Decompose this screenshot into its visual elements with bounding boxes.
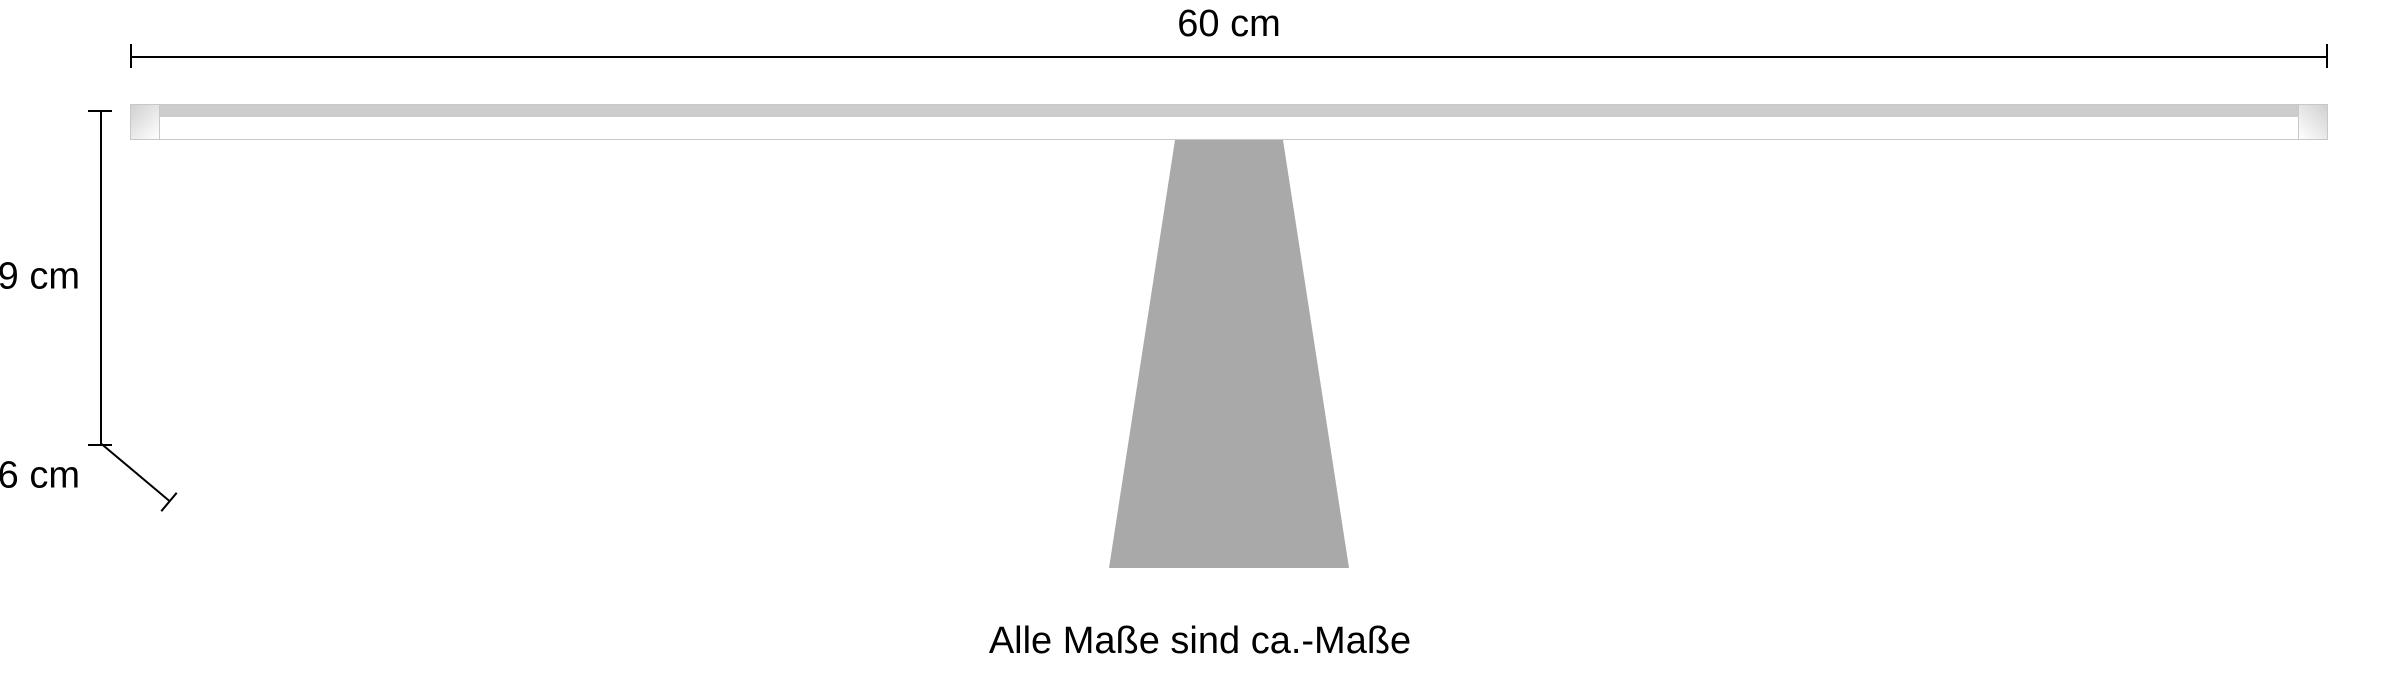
lamp-bar-endcap-left: [131, 105, 160, 139]
width-dim-bar: [130, 56, 2328, 58]
diagram-stage: 60 cm 19 cm 6 cm Alle Maße sind ca.-Maße: [0, 0, 2400, 682]
depth-dim-diagonal: [100, 442, 170, 501]
width-dim-tick-left: [130, 44, 132, 68]
height-dim-tick-top: [88, 110, 112, 112]
height-dim-label: 19 cm: [0, 256, 80, 299]
caption-text: Alle Maße sind ca.-Maße: [989, 620, 1411, 663]
lamp-bar-endcap-right: [2298, 105, 2327, 139]
width-dim-tick-right: [2326, 44, 2328, 68]
depth-dim-label: 6 cm: [0, 455, 80, 498]
lamp-bar: [130, 104, 2328, 140]
height-dim-bar: [100, 110, 102, 444]
lamp-bracket: [1109, 140, 1349, 568]
width-dim-label: 60 cm: [1177, 3, 1280, 46]
